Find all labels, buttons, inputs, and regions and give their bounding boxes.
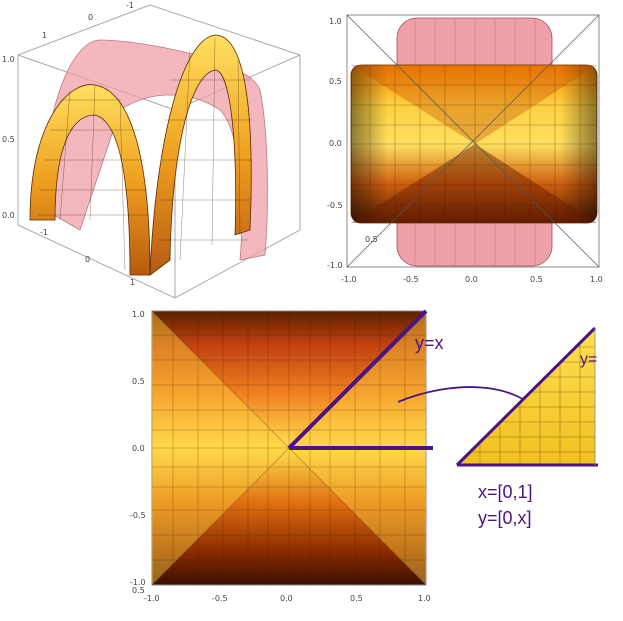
y-range-label: y=[0,x] [478, 508, 532, 528]
tick-front-y-1: 1.0 [329, 17, 342, 26]
tick-top-x-3: 0.0 [280, 594, 293, 603]
tick-front-x-4: 0.5 [530, 275, 543, 284]
tick-front-x-1: -1.0 [341, 275, 357, 284]
tick-top-y-2: 0.5 [132, 377, 145, 386]
tick-top-y-1: 1.0 [132, 310, 145, 319]
inset-diagonal-edge [455, 326, 597, 467]
tick-top-x-4: 0.5 [350, 594, 363, 603]
panel-front-view: 1.0 0.5 0.0 -0.5 -1.0 0.5 -1.0 -0.5 0.0 … [325, 10, 615, 295]
tick-3d-top-2: 1 [42, 31, 47, 40]
tick-3d-top-1: 0 [88, 13, 93, 22]
tick-3d-top-3: -1 [126, 1, 134, 10]
tick-3d-z-3: 0.0 [2, 211, 15, 220]
tick-front-x-2: -0.5 [403, 275, 419, 284]
tick-top-x-1: -1.0 [144, 594, 160, 603]
tick-top-x-5: 1.0 [418, 594, 431, 603]
tick-top-stray: 0.5 [132, 586, 145, 595]
orange-mesh [351, 65, 597, 223]
tick-top-y-5: -1.0 [130, 578, 146, 587]
triangle-mesh [470, 342, 595, 465]
diagonal-line-2 [346, 14, 600, 268]
panel-top-view: 1.0 0.5 0.0 -0.5 -1.0 0.5 -1.0 -0.5 0.0 … [128, 305, 438, 605]
tick-front-y-4: -0.5 [327, 201, 343, 210]
tick-front-y-3: 0.0 [329, 139, 342, 148]
tick-front-stray: 0.5 [365, 235, 378, 244]
label-y-equals-x: y=x [415, 333, 444, 353]
line-y-equals-x [287, 309, 428, 450]
tick-front-x-5: 1.0 [590, 275, 603, 284]
tick-3d-left-1: -1 [40, 228, 48, 237]
mesh-grid [38, 37, 252, 271]
panel-3d-view: 1.0 0.5 0.0 -1 0 1 0 1 -1 [0, 0, 312, 300]
orange-arch-back [149, 34, 252, 276]
plot-front-view: 1.0 0.5 0.0 -0.5 -1.0 0.5 -1.0 -0.5 0.0 … [327, 14, 603, 284]
inset-cut-label: y= [580, 351, 598, 368]
tick-3d-left-3: 1 [130, 278, 135, 287]
tick-3d-z-2: 0.5 [2, 135, 15, 144]
tick-3d-left-2: 0 [85, 255, 90, 264]
tick-3d-z-1: 1.0 [2, 55, 15, 64]
plot-3d-view: 1.0 0.5 0.0 -1 0 1 0 1 -1 [2, 1, 301, 299]
tick-front-x-3: 0.0 [465, 275, 478, 284]
left-wedge [152, 311, 289, 585]
tick-top-y-3: 0.0 [132, 444, 145, 453]
tick-front-y-5: -1.0 [327, 261, 343, 270]
inset-svg [397, 326, 598, 467]
x-range-label: x=[0,1] [478, 482, 533, 502]
tick-top-x-2: -0.5 [212, 594, 228, 603]
inset-region [390, 320, 623, 480]
plot-top-view: 1.0 0.5 0.0 -0.5 -1.0 0.5 -1.0 -0.5 0.0 … [130, 309, 433, 603]
tick-front-y-2: 0.5 [329, 77, 342, 86]
tick-top-y-4: -0.5 [130, 511, 146, 520]
